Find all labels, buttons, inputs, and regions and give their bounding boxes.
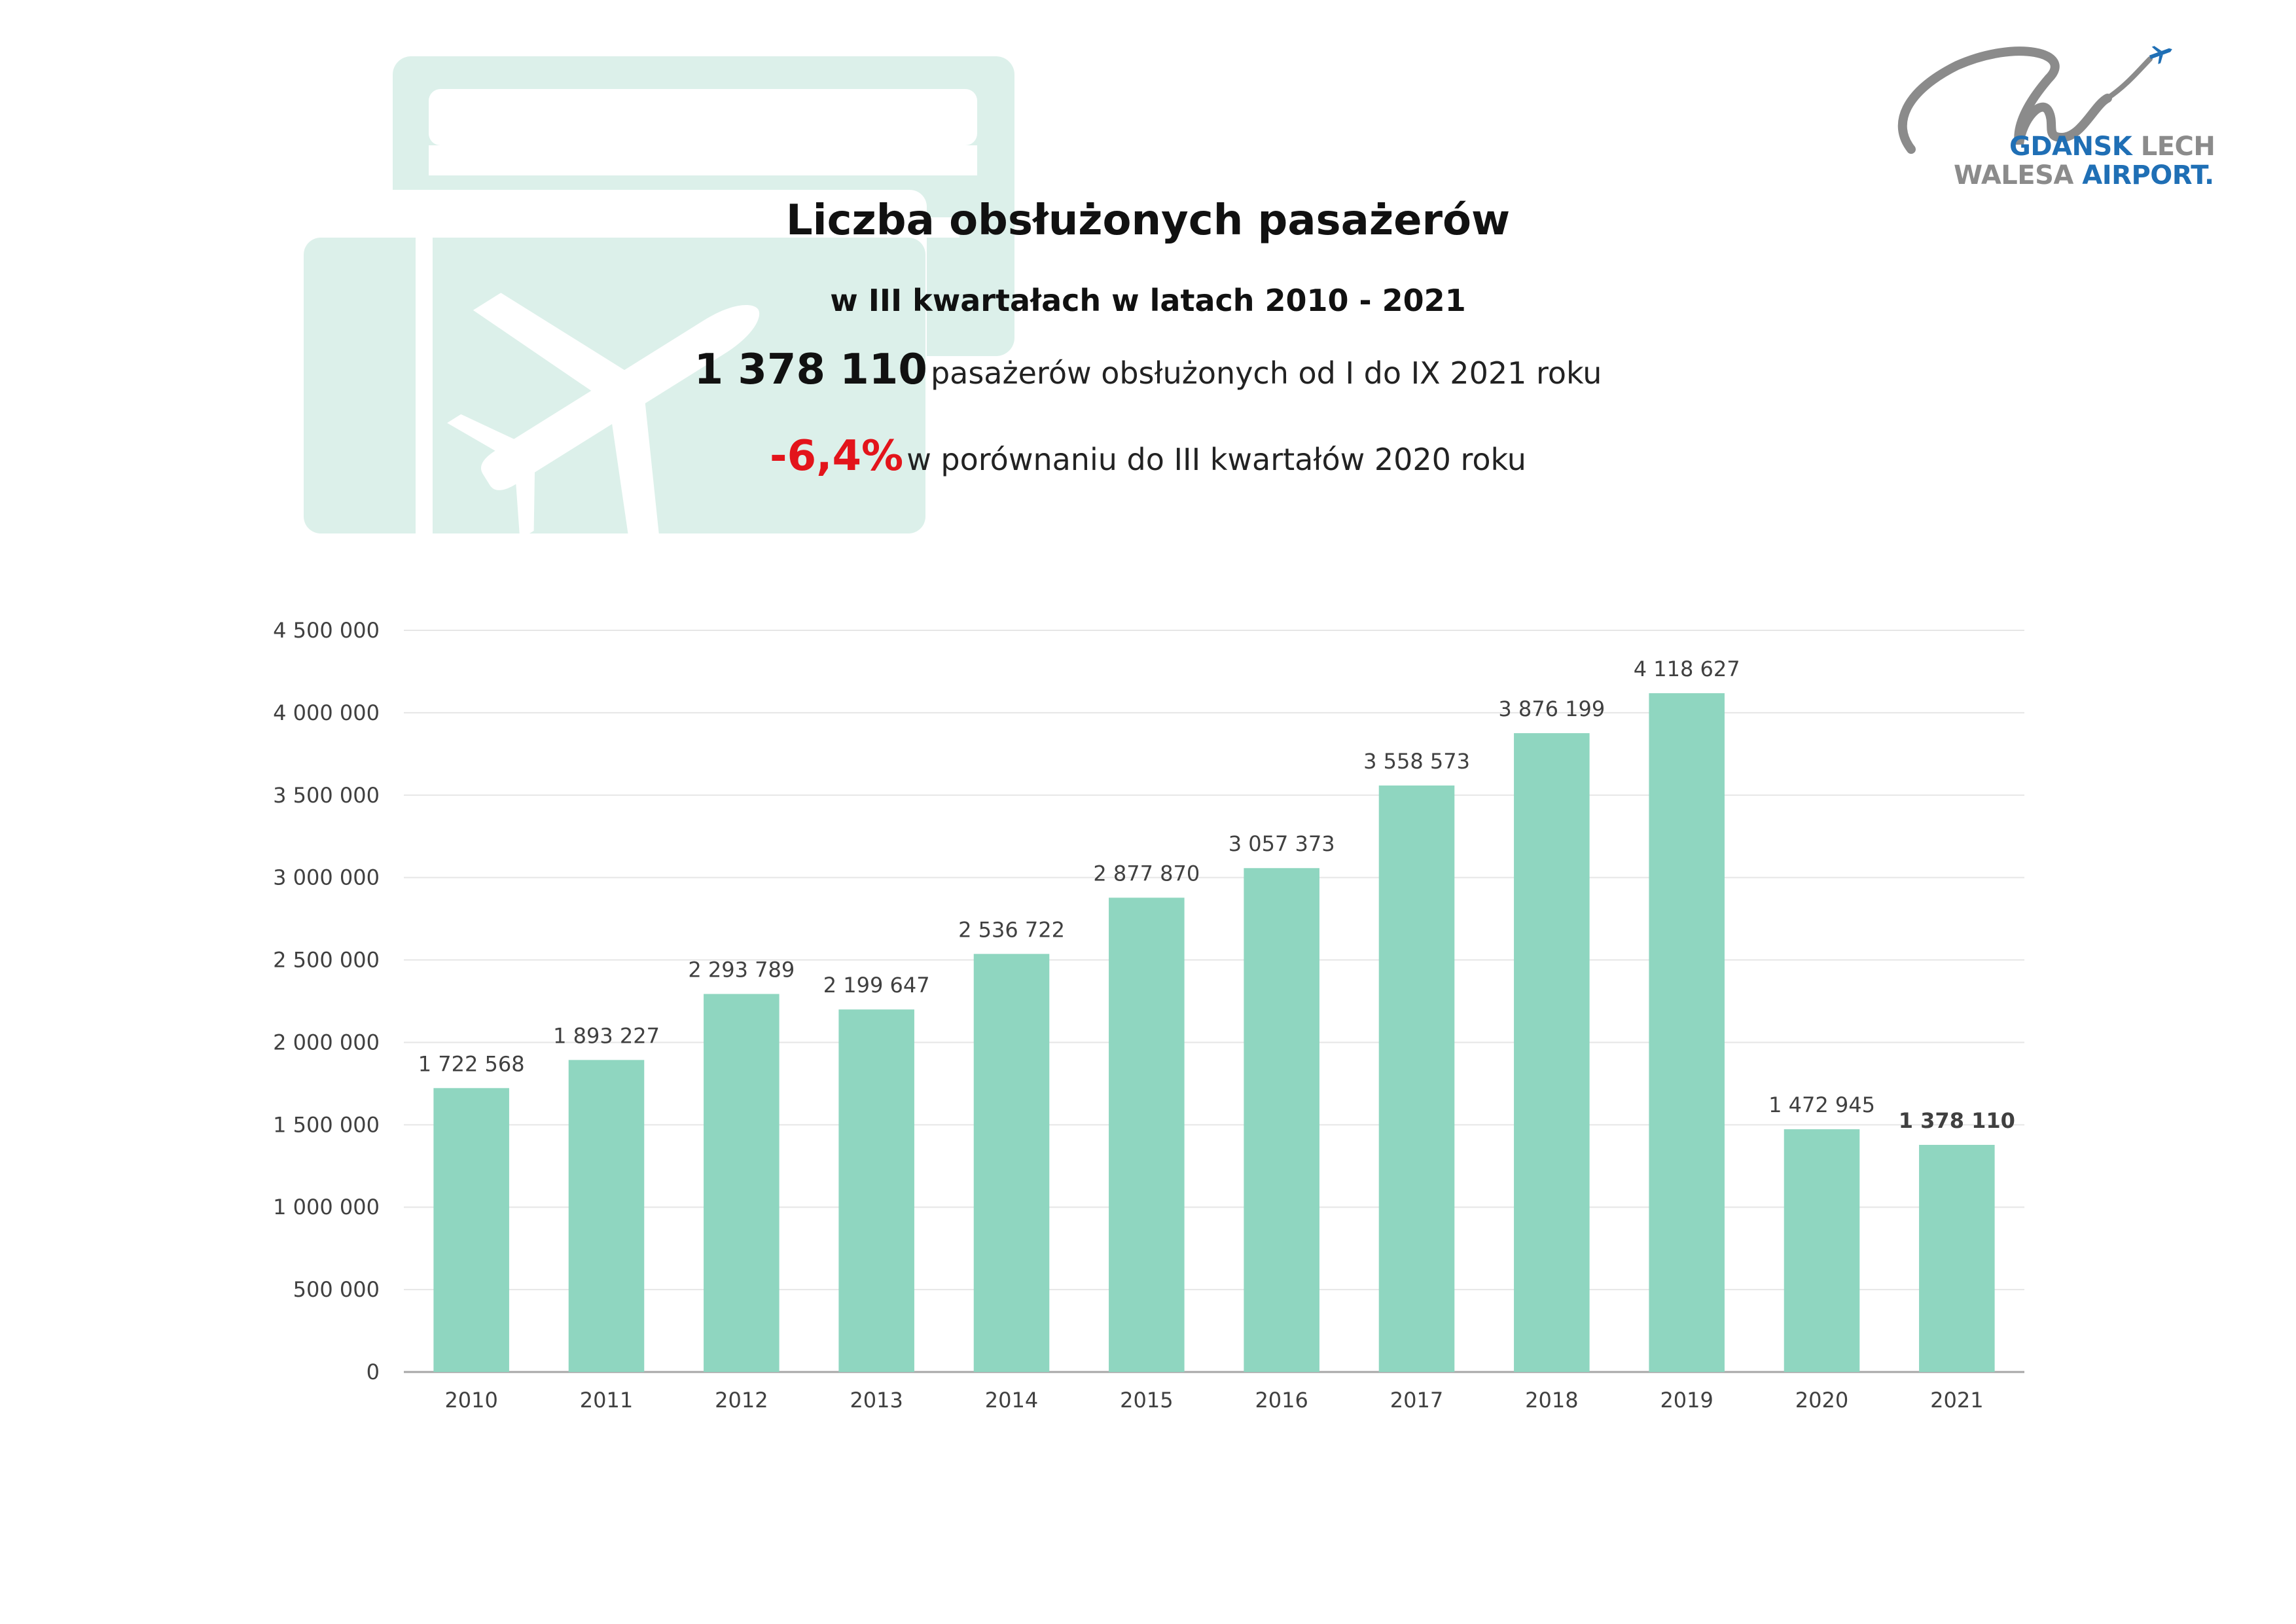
value-label-2012: 2 293 789 (688, 957, 795, 982)
logo-text-gdansk: GDANSK (2009, 132, 2132, 162)
x-tick-label-2012: 2012 (715, 1388, 768, 1413)
x-tick-label-2011: 2011 (580, 1388, 633, 1413)
y-tick-label: 4 000 000 (273, 700, 380, 725)
bar-2015 (1109, 897, 1185, 1372)
x-tick-label-2021: 2021 (1930, 1388, 1983, 1413)
bar-2016 (1244, 868, 1319, 1372)
x-tick-label-2015: 2015 (1120, 1388, 1173, 1413)
logo-text-walesa: WALESA (1954, 160, 2073, 190)
x-tick-label-2020: 2020 (1795, 1388, 1848, 1413)
y-tick-label: 4 500 000 (273, 618, 380, 643)
value-label-2011: 1 893 227 (553, 1023, 660, 1048)
value-label-2015: 2 877 870 (1093, 861, 1200, 886)
y-tick-label: 3 500 000 (273, 783, 380, 808)
airport-logo: GDANSK LECH WALESA AIRPORT. (1885, 39, 2225, 196)
y-tick-label: 0 (367, 1360, 380, 1384)
logo-text-airport: AIRPORT. (2082, 160, 2214, 190)
page-title: Liczba obsłużonych pasażerów (785, 196, 1511, 245)
bar-2018 (1514, 733, 1590, 1372)
ticket-illustration (298, 56, 1014, 537)
bar-2013 (838, 1009, 914, 1372)
stat-passengers-number: 1 378 110 (694, 346, 927, 394)
stat-change-percent: -6,4% (770, 432, 904, 480)
x-tick-label-2019: 2019 (1660, 1388, 1713, 1413)
y-tick-label: 3 000 000 (273, 865, 380, 890)
value-label-2013: 2 199 647 (823, 973, 930, 998)
bar-2012 (704, 994, 780, 1372)
logo-swoosh-icon (1897, 46, 2172, 154)
stat-passengers: 1 378 110 pasażerów obsłużonych od I do … (0, 346, 2296, 394)
value-label-2016: 3 057 373 (1229, 831, 1335, 856)
y-tick-label: 2 000 000 (273, 1030, 380, 1055)
bar-2017 (1378, 785, 1455, 1372)
stat-passengers-text: pasażerów obsłużonych od I do IX 2021 ro… (930, 355, 1602, 391)
small-plane-icon (2149, 46, 2172, 64)
x-tick-label-2016: 2016 (1255, 1388, 1308, 1413)
bar-2014 (973, 954, 1050, 1372)
x-tick-label-2014: 2014 (985, 1388, 1038, 1413)
y-tick-label: 1 500 000 (273, 1112, 380, 1137)
ticket-front-shape (298, 190, 960, 537)
bar-2019 (1649, 693, 1725, 1372)
value-label-2021: 1 378 110 (1899, 1108, 2015, 1133)
value-label-2014: 2 536 722 (958, 917, 1065, 942)
value-label-2020: 1 472 945 (1768, 1092, 1875, 1117)
x-tick-label-2018: 2018 (1525, 1388, 1578, 1413)
stat-change-text: w porównaniu do III kwartałów 2020 roku (906, 442, 1526, 477)
airplane-icon (447, 293, 760, 537)
bar-2010 (433, 1088, 509, 1372)
value-label-2018: 3 876 199 (1498, 696, 1605, 721)
bar-2021 (1919, 1145, 1995, 1372)
bar-2011 (568, 1060, 645, 1372)
value-label-2019: 4 118 627 (1634, 657, 1740, 681)
x-tick-label-2010: 2010 (444, 1388, 497, 1413)
page-subtitle: w III kwartałach w latach 2010 - 2021 (830, 283, 1466, 318)
value-label-2017: 3 558 573 (1363, 749, 1470, 774)
stat-change: -6,4% w porównaniu do III kwartałów 2020… (0, 432, 2296, 480)
bar-2020 (1784, 1129, 1860, 1372)
y-tick-label: 1 000 000 (273, 1195, 380, 1219)
logo-text-lech: LECH (2140, 132, 2215, 162)
y-tick-label: 500 000 (293, 1277, 380, 1302)
x-tick-label-2017: 2017 (1390, 1388, 1443, 1413)
y-tick-label: 2 500 000 (273, 948, 380, 973)
value-label-2010: 1 722 568 (418, 1051, 525, 1076)
x-tick-label-2013: 2013 (850, 1388, 903, 1413)
